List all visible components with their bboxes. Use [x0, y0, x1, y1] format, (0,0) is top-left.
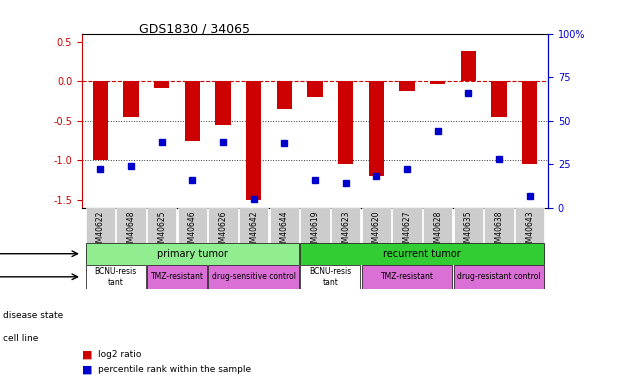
- FancyBboxPatch shape: [392, 208, 421, 243]
- FancyBboxPatch shape: [362, 265, 452, 289]
- Bar: [93, 81, 108, 160]
- Text: GSM40622: GSM40622: [96, 210, 105, 252]
- FancyBboxPatch shape: [423, 208, 452, 243]
- Text: drug-resistant control: drug-resistant control: [457, 272, 541, 281]
- FancyBboxPatch shape: [301, 208, 329, 243]
- FancyBboxPatch shape: [331, 208, 360, 243]
- Text: GSM40638: GSM40638: [495, 210, 503, 252]
- Text: GSM40628: GSM40628: [433, 210, 442, 252]
- FancyBboxPatch shape: [454, 265, 544, 289]
- Text: GSM40627: GSM40627: [403, 210, 411, 252]
- Text: GSM40643: GSM40643: [525, 210, 534, 252]
- Bar: [246, 81, 261, 200]
- FancyBboxPatch shape: [301, 243, 544, 265]
- Bar: [154, 81, 169, 87]
- Text: GSM40626: GSM40626: [219, 210, 227, 252]
- Text: GSM40635: GSM40635: [464, 210, 473, 252]
- Text: disease state: disease state: [3, 311, 64, 320]
- Text: GSM40620: GSM40620: [372, 210, 381, 252]
- FancyBboxPatch shape: [178, 208, 207, 243]
- Bar: [430, 81, 445, 84]
- Bar: [399, 81, 415, 91]
- Text: TMZ-resistant: TMZ-resistant: [151, 272, 203, 281]
- Bar: [369, 81, 384, 176]
- Bar: [491, 81, 507, 117]
- FancyBboxPatch shape: [86, 243, 299, 265]
- Text: GSM40619: GSM40619: [311, 210, 319, 252]
- Text: ■: ■: [82, 350, 93, 359]
- Text: ■: ■: [82, 364, 93, 374]
- Text: percentile rank within the sample: percentile rank within the sample: [98, 365, 251, 374]
- Bar: [522, 81, 537, 164]
- FancyBboxPatch shape: [209, 208, 238, 243]
- FancyBboxPatch shape: [515, 208, 544, 243]
- Text: cell line: cell line: [3, 334, 38, 343]
- FancyBboxPatch shape: [484, 208, 513, 243]
- FancyBboxPatch shape: [454, 208, 483, 243]
- Bar: [277, 81, 292, 109]
- Text: GSM40623: GSM40623: [341, 210, 350, 252]
- Text: recurrent tumor: recurrent tumor: [384, 249, 461, 259]
- Text: drug-sensitive control: drug-sensitive control: [212, 272, 295, 281]
- Bar: [461, 51, 476, 81]
- Bar: [215, 81, 231, 125]
- Text: BCNU-resis
tant: BCNU-resis tant: [309, 267, 352, 286]
- FancyBboxPatch shape: [86, 208, 115, 243]
- Text: GSM40644: GSM40644: [280, 210, 289, 252]
- FancyBboxPatch shape: [86, 265, 146, 289]
- FancyBboxPatch shape: [301, 265, 360, 289]
- Bar: [185, 81, 200, 141]
- Text: log2 ratio: log2 ratio: [98, 350, 141, 359]
- Text: GSM40625: GSM40625: [157, 210, 166, 252]
- FancyBboxPatch shape: [270, 208, 299, 243]
- Text: BCNU-resis
tant: BCNU-resis tant: [94, 267, 137, 286]
- Text: GSM40642: GSM40642: [249, 210, 258, 252]
- Bar: [307, 81, 323, 97]
- Bar: [338, 81, 353, 164]
- FancyBboxPatch shape: [239, 208, 268, 243]
- FancyBboxPatch shape: [147, 208, 176, 243]
- Text: TMZ-resistant: TMZ-resistant: [381, 272, 433, 281]
- Text: primary tumor: primary tumor: [157, 249, 228, 259]
- FancyBboxPatch shape: [117, 208, 146, 243]
- Bar: [123, 81, 139, 117]
- Text: GDS1830 / 34065: GDS1830 / 34065: [139, 22, 249, 36]
- Text: GSM40646: GSM40646: [188, 210, 197, 252]
- FancyBboxPatch shape: [362, 208, 391, 243]
- FancyBboxPatch shape: [147, 265, 207, 289]
- Text: GSM40648: GSM40648: [127, 210, 135, 252]
- FancyBboxPatch shape: [209, 265, 299, 289]
